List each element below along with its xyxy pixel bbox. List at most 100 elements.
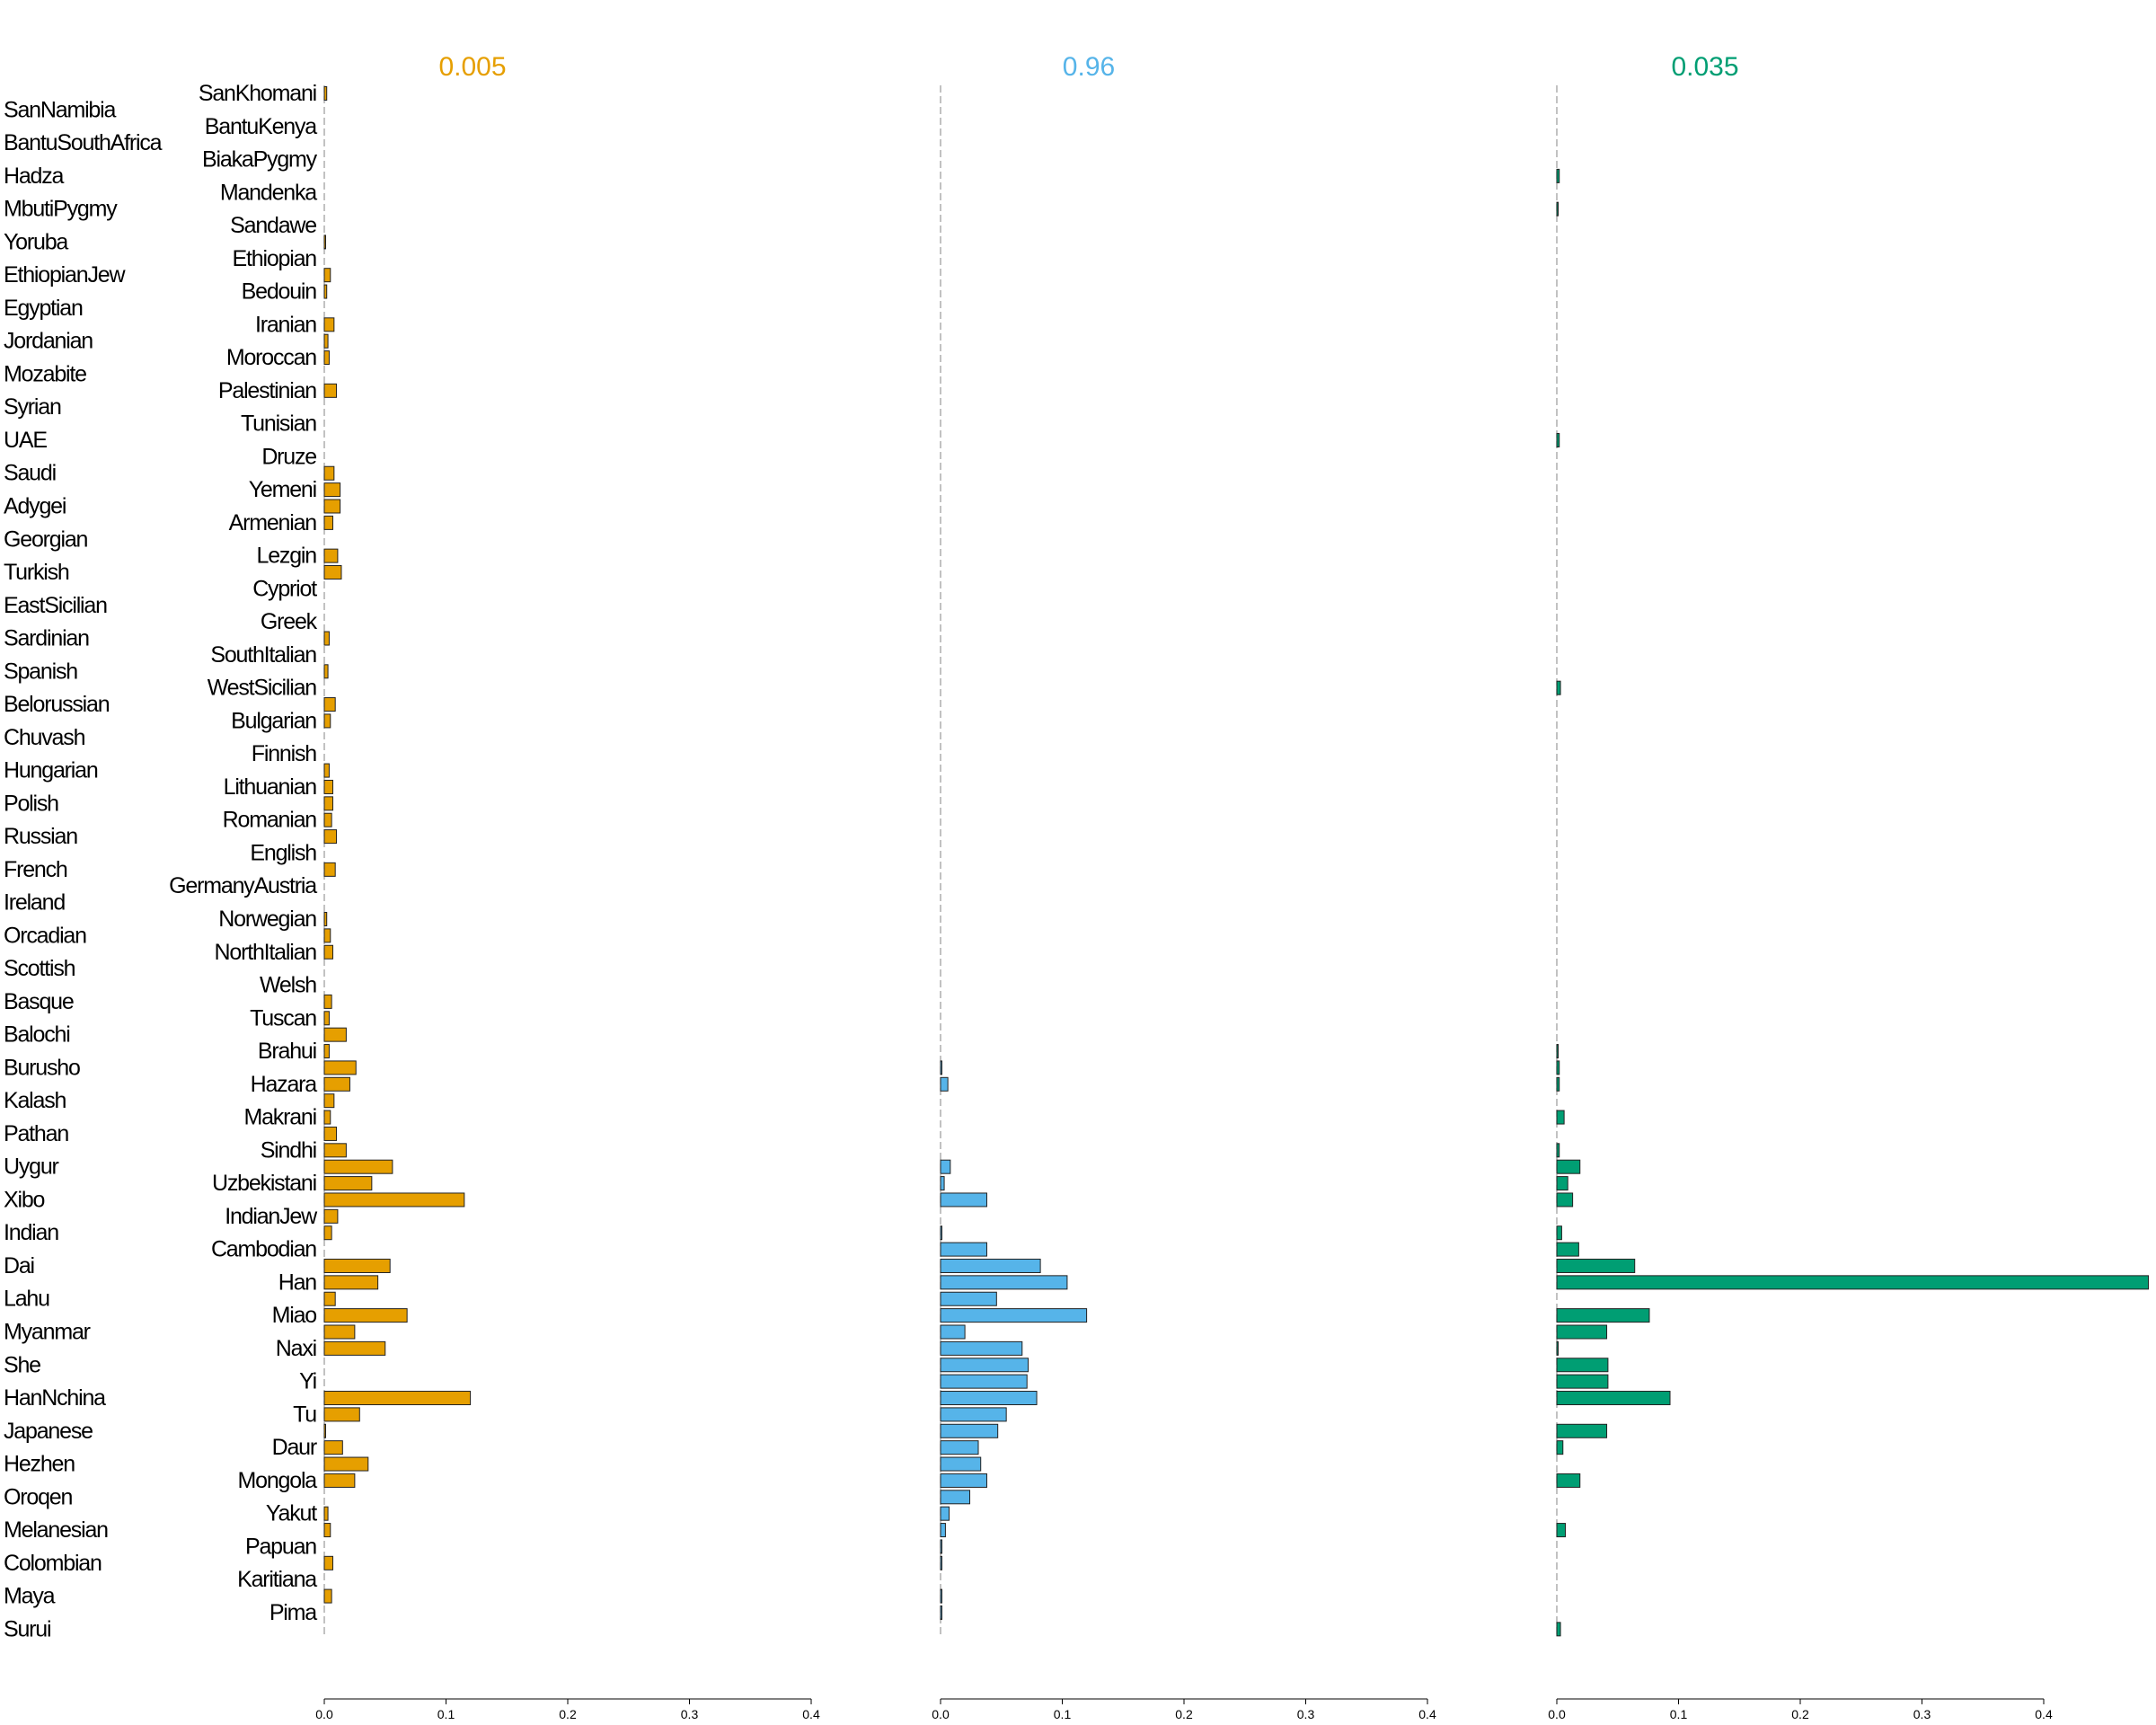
category-label: Indian	[4, 1220, 58, 1245]
bar	[323, 928, 331, 943]
category-label: Polish	[4, 791, 58, 816]
category-label: Tunisian	[241, 411, 316, 437]
x-tick-label: 0.3	[1297, 1707, 1315, 1721]
category-label: Pathan	[4, 1121, 68, 1146]
bar	[940, 1407, 1007, 1422]
bar	[323, 796, 333, 811]
category-label: Dai	[4, 1253, 34, 1278]
category-label: Sindhi	[261, 1137, 316, 1163]
bar	[323, 1340, 386, 1356]
bar	[940, 1555, 942, 1570]
category-label: Myanmar	[4, 1320, 91, 1345]
category-label: Daur	[272, 1435, 317, 1460]
category-label: Orcadian	[4, 923, 86, 948]
bar	[323, 1506, 329, 1521]
bar	[323, 1473, 356, 1488]
category-label: HanNchina	[4, 1385, 106, 1411]
bar	[940, 1225, 942, 1241]
bar	[1556, 1176, 1568, 1191]
category-label: Mongola	[238, 1468, 318, 1493]
category-label: Surui	[4, 1616, 50, 1641]
bar	[323, 1225, 332, 1241]
category-label: UAE	[4, 428, 47, 453]
category-label: Druze	[261, 444, 316, 469]
category-label: NorthItalian	[215, 940, 317, 965]
bar	[323, 333, 329, 349]
bar	[323, 1258, 391, 1273]
category-label: IndianJew	[225, 1204, 318, 1229]
bar	[940, 1490, 971, 1505]
bar	[1556, 1159, 1581, 1174]
bar	[323, 994, 332, 1009]
category-label: Saudi	[4, 461, 56, 486]
bar	[323, 1308, 408, 1323]
category-label: Yakut	[266, 1501, 317, 1526]
bar	[323, 1044, 330, 1059]
category-label: Iranian	[255, 312, 316, 337]
bar	[940, 1539, 942, 1554]
bar	[323, 812, 332, 827]
category-label: Pima	[270, 1600, 317, 1625]
category-label: Greek	[261, 609, 318, 634]
bar	[1556, 1225, 1562, 1241]
category-label: Colombian	[4, 1551, 102, 1576]
bar	[940, 1456, 982, 1472]
bar	[1556, 1324, 1608, 1340]
bar	[323, 268, 331, 283]
bar	[1556, 1110, 1565, 1125]
bar	[1556, 1622, 1561, 1637]
bar	[323, 482, 341, 498]
bar	[323, 1208, 339, 1224]
bar	[323, 1391, 472, 1406]
category-label: Georgian	[4, 526, 88, 552]
bar	[940, 1324, 966, 1340]
category-label: Spanish	[4, 659, 77, 684]
x-tick-label: 0.0	[1548, 1707, 1566, 1721]
bar	[940, 1308, 1088, 1323]
category-label: Uzbekistani	[212, 1171, 316, 1196]
bar	[323, 1126, 338, 1141]
category-label: Balochi	[4, 1022, 70, 1048]
category-label: Brahui	[258, 1039, 316, 1064]
category-label: BantuSouthAfrica	[4, 130, 163, 155]
x-tick-label: 0.3	[1913, 1707, 1931, 1721]
bar	[323, 1407, 360, 1422]
bar	[940, 1340, 1023, 1356]
category-label: Burusho	[4, 1055, 80, 1080]
category-label: Kalash	[4, 1088, 66, 1113]
category-label: English	[250, 840, 316, 865]
bar	[323, 1076, 350, 1092]
category-label: Welsh	[260, 973, 316, 998]
bar	[323, 1324, 356, 1340]
category-label: Lezgin	[257, 544, 317, 569]
category-label: Sandawe	[230, 213, 316, 238]
bar	[323, 1588, 332, 1604]
category-label: Maya	[4, 1584, 56, 1609]
bar	[940, 1159, 951, 1174]
bar	[323, 284, 328, 299]
bar	[940, 1588, 942, 1604]
category-label: Tu	[293, 1402, 316, 1427]
category-label: Ethiopian	[233, 246, 317, 271]
bar	[323, 1093, 335, 1109]
category-label: Egyptian	[4, 296, 83, 321]
bar	[940, 1275, 1068, 1290]
bar	[323, 1060, 357, 1075]
bar	[1556, 1374, 1609, 1389]
bar	[323, 1275, 379, 1290]
category-label: EastSicilian	[4, 593, 107, 618]
bar	[1556, 1340, 1559, 1356]
category-label: Armenian	[229, 510, 317, 535]
bar	[1556, 1523, 1566, 1538]
category-label: Moroccan	[226, 345, 316, 370]
category-label: She	[4, 1352, 40, 1377]
bar	[323, 1555, 333, 1570]
bar	[1556, 1391, 1671, 1406]
bar	[323, 912, 328, 926]
bar	[323, 1110, 331, 1125]
category-label: Palestinian	[218, 378, 316, 403]
category-label: Mandenka	[220, 180, 317, 205]
bar	[1556, 1192, 1574, 1208]
category-label: Han	[278, 1269, 317, 1295]
